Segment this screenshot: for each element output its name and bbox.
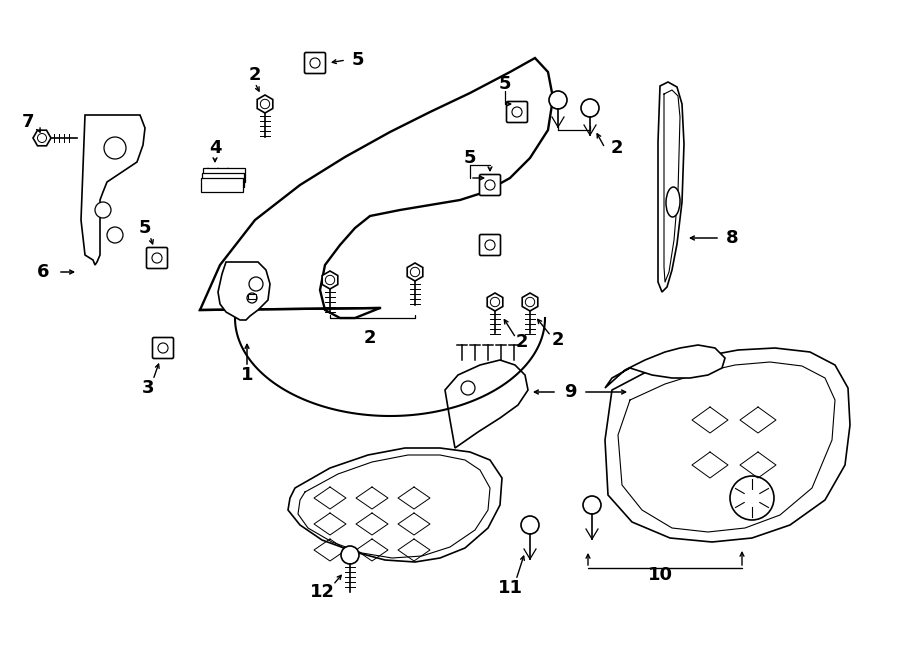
FancyBboxPatch shape <box>480 175 500 196</box>
Text: 2: 2 <box>364 329 376 347</box>
Circle shape <box>521 516 539 534</box>
Text: 10: 10 <box>647 566 672 584</box>
Circle shape <box>730 476 774 520</box>
Circle shape <box>310 58 320 68</box>
Text: 6: 6 <box>37 263 50 281</box>
Polygon shape <box>218 262 270 320</box>
Text: 7: 7 <box>22 113 34 131</box>
Polygon shape <box>522 293 538 311</box>
Bar <box>201 178 243 192</box>
Text: 2: 2 <box>248 66 261 84</box>
Circle shape <box>581 99 599 117</box>
Bar <box>248 294 256 299</box>
FancyBboxPatch shape <box>152 338 174 358</box>
Text: 2: 2 <box>552 331 564 349</box>
Circle shape <box>549 91 567 109</box>
Text: 5: 5 <box>464 149 476 167</box>
Circle shape <box>152 253 162 263</box>
Polygon shape <box>200 58 553 318</box>
Polygon shape <box>407 263 423 281</box>
Circle shape <box>526 297 535 307</box>
Text: 5: 5 <box>139 219 151 237</box>
Polygon shape <box>487 293 503 311</box>
Bar <box>203 168 245 182</box>
FancyBboxPatch shape <box>147 247 167 268</box>
Polygon shape <box>81 115 145 265</box>
Text: 5: 5 <box>499 75 511 93</box>
Text: 1: 1 <box>241 366 253 384</box>
Circle shape <box>95 202 111 218</box>
Text: 9: 9 <box>563 383 576 401</box>
Circle shape <box>485 240 495 250</box>
Circle shape <box>249 277 263 291</box>
Polygon shape <box>445 360 528 448</box>
Circle shape <box>104 137 126 159</box>
Text: 2: 2 <box>611 139 623 157</box>
Polygon shape <box>605 348 850 542</box>
Text: 5: 5 <box>352 51 365 69</box>
Text: 11: 11 <box>498 579 523 597</box>
Bar <box>202 173 244 187</box>
FancyBboxPatch shape <box>480 235 500 256</box>
Polygon shape <box>33 130 51 146</box>
Circle shape <box>491 297 500 307</box>
FancyBboxPatch shape <box>304 52 326 73</box>
Circle shape <box>410 267 419 277</box>
Circle shape <box>583 496 601 514</box>
FancyBboxPatch shape <box>507 102 527 122</box>
Polygon shape <box>658 82 684 292</box>
Circle shape <box>512 107 522 117</box>
Circle shape <box>485 180 495 190</box>
Circle shape <box>38 134 47 143</box>
Polygon shape <box>288 448 502 562</box>
Circle shape <box>158 343 168 353</box>
Circle shape <box>260 99 270 108</box>
Text: 12: 12 <box>310 583 335 601</box>
Text: 3: 3 <box>142 379 154 397</box>
Polygon shape <box>605 345 725 388</box>
Ellipse shape <box>666 187 680 217</box>
Text: 4: 4 <box>209 139 221 157</box>
Circle shape <box>341 546 359 564</box>
Circle shape <box>461 381 475 395</box>
Polygon shape <box>322 271 338 289</box>
Polygon shape <box>257 95 273 113</box>
Circle shape <box>247 293 257 303</box>
Text: 2: 2 <box>516 333 528 351</box>
Text: 8: 8 <box>725 229 738 247</box>
Circle shape <box>107 227 123 243</box>
Circle shape <box>325 276 335 285</box>
